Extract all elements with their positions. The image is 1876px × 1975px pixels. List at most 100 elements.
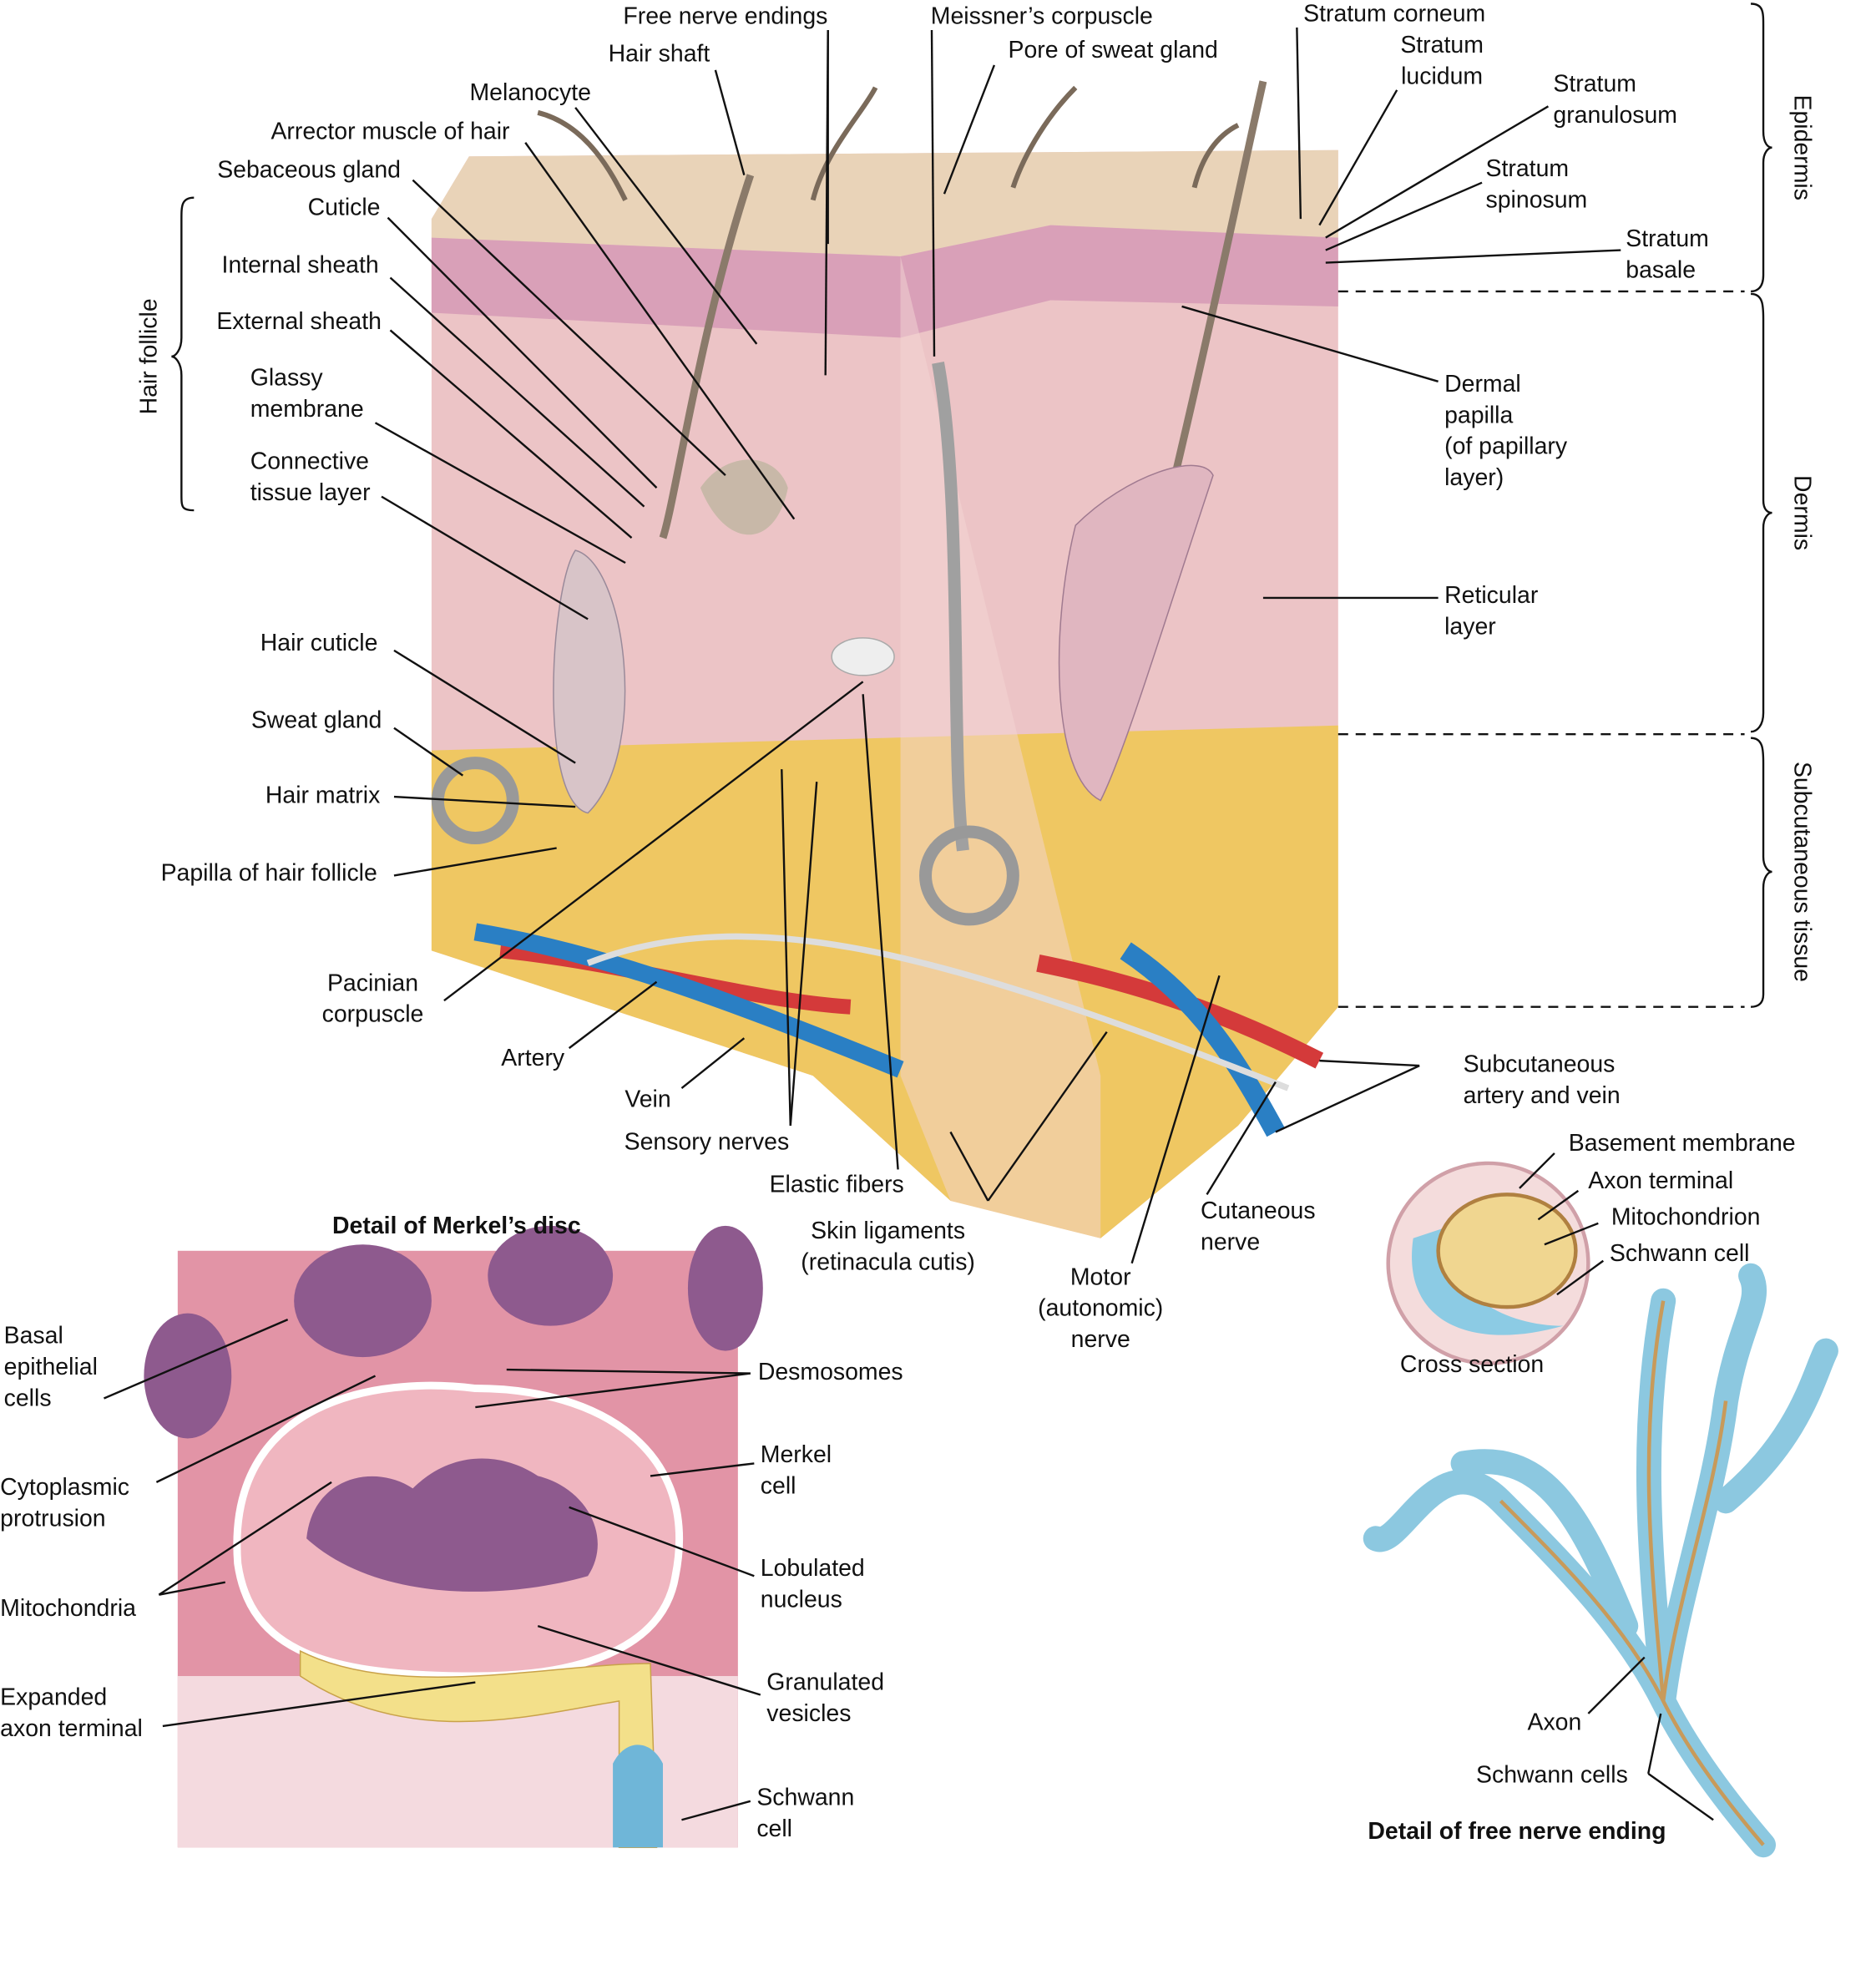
label: Meissner’s corpuscle [931,3,1153,29]
label: vesicles [766,1700,851,1727]
leader-line [381,495,589,620]
leader-line [930,29,936,357]
leader-line [155,1375,377,1483]
label: Sebaceous gland [217,157,401,184]
label: Stratum corneum [1303,0,1485,27]
label: Cuticle [308,195,381,221]
label: Melanocyte [470,79,591,106]
leader-line [714,69,746,176]
label: cells [4,1385,52,1412]
label: artery and vein [1464,1082,1621,1109]
label: granulosum [1553,102,1677,129]
label: membrane [250,396,364,423]
label: nucleus [761,1587,842,1613]
label: Axon terminal [1588,1167,1733,1194]
leader-line [389,276,645,508]
leader-line [1647,1713,1662,1775]
leader-line [1319,1059,1420,1067]
label: (of papillary [1444,433,1568,460]
merkel-panel [144,1225,763,1848]
leader-line [1296,27,1302,220]
leader-line [475,1372,751,1409]
leader-line [1537,1189,1580,1221]
leader-line [104,1319,289,1400]
region-label: Dermis [1788,475,1815,550]
leader-line [524,142,796,520]
leader-line [162,1681,476,1728]
label: Granulated [766,1669,884,1696]
leader-line [568,980,658,1050]
skin-block [431,80,1338,1238]
leader-line [393,727,464,777]
leader-line [781,769,791,1127]
nerve-panel [1363,1161,1838,1858]
leader-line [393,795,576,808]
leader-line [1587,1656,1646,1714]
leader-line [374,422,626,565]
label: Stratum [1626,225,1709,252]
leader-line [650,1462,755,1477]
label: Free nerve endings [623,3,827,29]
label: Internal sheath [222,252,379,279]
label: lucidum [1401,63,1483,89]
label: External sheath [216,308,382,335]
leader-line [1181,305,1439,382]
label: Artery [501,1045,565,1071]
leader-line [158,1481,332,1596]
leader-line [506,1368,751,1375]
leader-line [1647,1772,1714,1821]
brackets [171,3,1772,1008]
label: Connective [250,448,369,475]
leader-line [412,179,726,477]
label: papilla [1444,402,1513,428]
label: Merkel [761,1441,832,1468]
region-label: Hair follicle [135,298,162,414]
label: Subcutaneous [1464,1051,1616,1078]
label: Mitochondrion [1611,1203,1761,1230]
leader-line [1325,181,1483,251]
leader-line [824,29,829,376]
leader-line [987,1031,1108,1202]
panel-title: Detail of free nerve ending [1368,1818,1666,1845]
label: Cytoplasmic [0,1474,129,1501]
leader-line [389,329,633,539]
leader-line [393,847,557,877]
leader-line [1318,89,1398,226]
label: Expanded [0,1684,107,1711]
leader-line [537,1624,761,1696]
label: Sensory nerves [624,1128,790,1155]
leader-line [387,216,658,489]
leader-line [1325,105,1550,239]
label: Basal [4,1323,63,1350]
label: Pacinian [327,970,418,996]
label: Lobulated [761,1555,865,1582]
leader-line [680,1037,746,1090]
leader-line [1519,1152,1555,1189]
label: spinosum [1486,187,1588,214]
label: Papilla of hair follicle [161,859,377,886]
label: Pore of sweat gland [1009,37,1218,63]
label: nerve [1071,1326,1130,1353]
label: Mitochondria [0,1595,136,1622]
label: Cutaneous [1201,1198,1316,1224]
label: Basement membrane [1569,1130,1796,1157]
leader-line [862,694,899,1170]
label: corpuscle [322,1001,424,1028]
label: (autonomic) [1038,1295,1163,1322]
region-label: Subcutaneous tissue [1788,762,1815,982]
label: protrusion [0,1505,105,1532]
leader-line [159,1581,225,1596]
leader-line [1556,1259,1605,1296]
label: Stratum [1553,70,1636,97]
leader-line [1275,1065,1420,1133]
leader-line [949,1131,989,1202]
label: Vein [624,1086,670,1113]
label: cell [756,1815,792,1842]
label: layer [1444,613,1496,640]
leader-line [789,782,818,1127]
label: epithelial [4,1354,98,1380]
label: Hair cuticle [260,630,378,656]
label: Axon [1527,1709,1581,1735]
